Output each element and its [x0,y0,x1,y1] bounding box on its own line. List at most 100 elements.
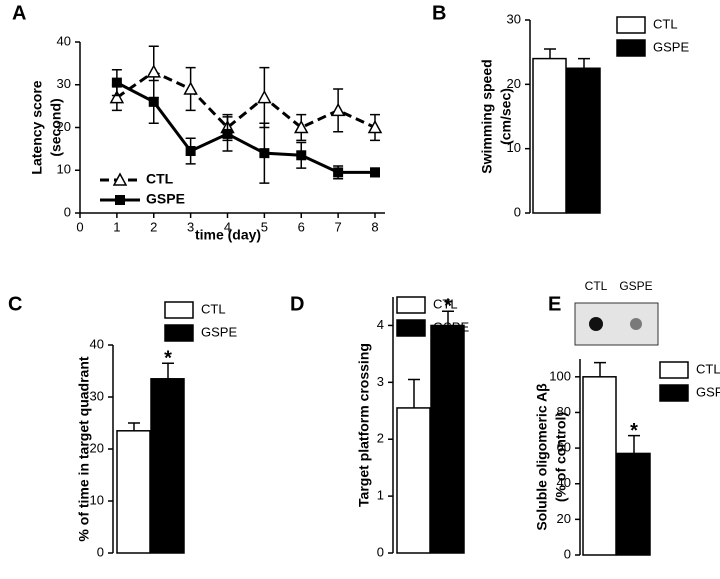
y-tick-label: 30 [57,76,71,91]
panel-letter: D [290,293,304,315]
y-tick-label: 40 [557,475,571,490]
legend-label: CTL [653,16,678,31]
y-axis-label: Latency score [29,80,45,174]
legend-item: GSPE [396,319,469,337]
y-tick-label: 100 [549,368,571,383]
y-axis-label: Swimming speed [479,59,495,173]
marker [148,96,159,107]
y-tick-label: 40 [57,33,71,48]
legend-label: GSPE [653,39,689,54]
error-bar [128,422,140,431]
error-bar [628,434,640,454]
bar [396,407,431,554]
y-axis-label: Soluble oligomeric Aβ [534,383,550,531]
y-tick-label: 1 [377,488,384,503]
legend-swatch [396,296,426,314]
y-tick-label: 10 [57,162,71,177]
x-tick-label: 8 [371,219,378,234]
significance-mark: * [444,296,452,318]
legend-item: CTL [396,296,458,314]
y-tick-label: 3 [377,374,384,389]
panel-letter: C [8,293,22,315]
y-tick-label: 60 [557,440,571,455]
legend-item: GSPE [616,39,689,57]
y-tick-label: 0 [514,204,521,219]
legend-label: CTL [433,296,458,311]
y-axis-label: (% of control) [553,412,569,502]
marker [146,64,162,78]
y-axis-label: % of time in target quadrant [76,356,92,541]
panel-letter: B [432,2,446,24]
error-bar [162,362,174,379]
marker [222,128,233,139]
legend-item: CTL [100,171,174,187]
error-bar [442,310,454,326]
x-tick-label: 2 [150,219,157,234]
y-axis-label: Target platform crossing [356,343,372,507]
significance-mark: * [630,420,638,442]
legend-label: GSPE [146,191,185,207]
marker [333,167,344,178]
y-tick-label: 20 [557,511,571,526]
legend-swatch [659,384,689,402]
y-tick-label: 0 [97,544,104,559]
y-tick-label: 10 [90,492,104,507]
x-tick-label: 3 [187,219,194,234]
y-tick-label: 40 [90,336,104,351]
bar [430,324,465,554]
legend-label: CTL [201,301,226,316]
y-tick-label: 2 [377,431,384,446]
y-tick-label: 0 [64,204,71,219]
legend-swatch [659,361,689,379]
x-tick-label: 0 [76,219,83,234]
legend-item: GSPE [164,324,237,342]
marker [296,150,307,161]
legend-item: CTL [164,301,226,319]
blot-label: GSPE [619,279,652,293]
x-tick-label: 7 [335,219,342,234]
y-tick-label: 0 [564,546,571,561]
y-tick-label: 30 [90,388,104,403]
blot-frame [574,302,659,346]
y-tick-label: 20 [507,76,521,91]
marker [259,148,270,159]
legend-swatch [164,324,194,342]
series-line [116,81,375,174]
x-tick-label: 6 [298,219,305,234]
blot-spot [630,318,642,330]
marker [112,172,128,186]
dot-blot: CTL GSPE [574,279,659,346]
blot-label: CTL [585,279,608,293]
y-tick-label: 0 [377,544,384,559]
legend-swatch [396,319,426,337]
y-tick-label: 20 [57,119,71,134]
error-bar [594,361,606,377]
error-bar [408,378,420,408]
y-tick-label: 30 [507,11,521,26]
marker [109,90,125,104]
y-tick-label: 20 [90,440,104,455]
series-line [116,70,376,130]
legend-label: GSPE [433,319,469,334]
y-tick-label: 10 [507,140,521,155]
legend-swatch [616,39,646,57]
bar [616,452,651,556]
x-tick-label: 1 [113,219,120,234]
legend-swatch [616,16,646,34]
x-tick-label: 4 [224,219,231,234]
marker [115,195,125,205]
significance-mark: * [164,347,172,369]
legend-label: GSPE [201,324,237,339]
marker [257,90,272,104]
bar [150,378,185,554]
marker [330,102,346,117]
marker [111,77,122,88]
y-tick-label: 4 [377,317,384,332]
x-axis-label: time (day) [195,227,261,243]
y-axis-label: (cm/sec) [498,88,514,145]
legend-label: CTL [146,171,174,187]
blot-spot [589,317,603,331]
bar [566,67,601,214]
legend-swatch [164,301,194,319]
